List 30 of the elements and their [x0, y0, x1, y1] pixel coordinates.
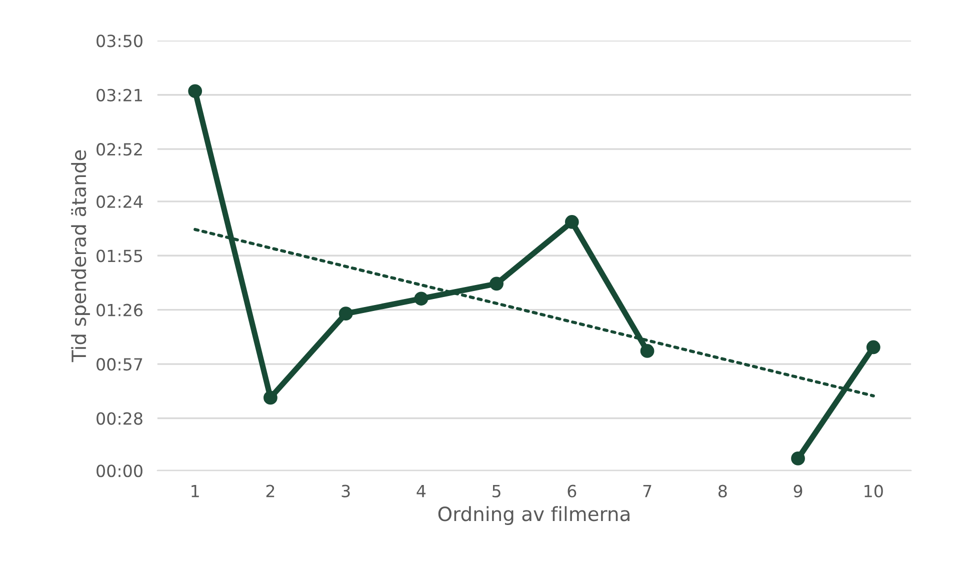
x-tick-label: 10 [864, 484, 883, 498]
point [490, 276, 504, 291]
y-axis-title: Tid spenderad ätande [71, 150, 90, 362]
x-tick-label: 1 [192, 485, 199, 498]
y-tick-label: 01:55 [96, 250, 142, 262]
x-tick-label: 7 [643, 485, 652, 498]
point [338, 306, 353, 321]
y-tick-label: 00:57 [96, 358, 142, 371]
x-tick-label: 5 [492, 485, 500, 498]
x-tick-label: 6 [568, 484, 576, 498]
point [564, 215, 579, 229]
y-tick-label: 02:52 [96, 143, 142, 156]
x-tick-label: 4 [416, 485, 426, 498]
point [264, 390, 278, 405]
x-tick-label: 3 [342, 484, 350, 498]
y-tick-label: 03:50 [96, 34, 142, 48]
x-axis-title: Ordning av filmerna [438, 506, 630, 526]
x-tick-label: 2 [266, 484, 274, 498]
y-tick-label: 00:28 [96, 412, 142, 425]
point [640, 344, 654, 358]
x-tick-label: 9 [794, 484, 802, 498]
y-tick-label: 01:26 [96, 304, 142, 316]
x-tick-label: 8 [718, 484, 727, 498]
y-tick-label: 00:00 [96, 464, 142, 478]
point [188, 84, 202, 98]
y-tick-label: 03:21 [96, 88, 142, 102]
point [791, 452, 805, 466]
point [866, 340, 880, 354]
y-tick-label: 02:24 [96, 195, 143, 208]
point [414, 292, 428, 306]
